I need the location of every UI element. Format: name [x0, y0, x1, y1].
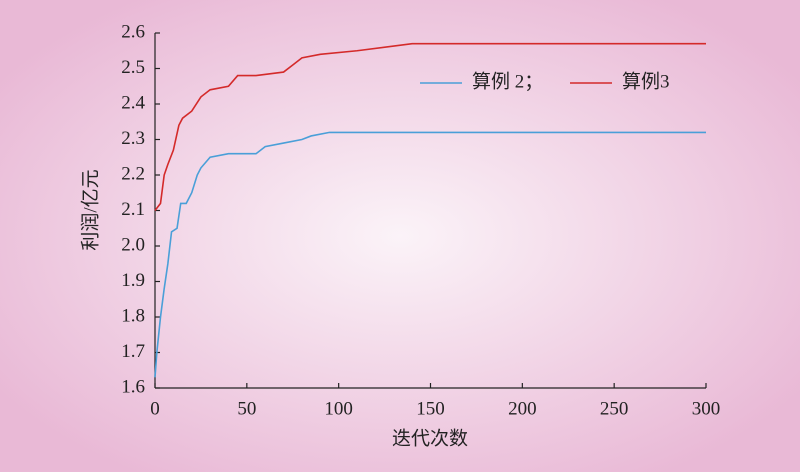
y-tick-label: 2.5	[121, 57, 145, 78]
y-tick-label: 2.4	[121, 92, 145, 113]
x-tick-label: 0	[150, 398, 160, 419]
series-line	[154, 131, 706, 378]
y-tick-label: 2.2	[121, 163, 145, 184]
y-tick-label: 1.8	[121, 305, 145, 326]
y-tick-label: 2.0	[121, 234, 145, 255]
x-axis-label: 迭代次数	[392, 427, 468, 449]
y-tick-label: 1.9	[121, 270, 145, 291]
y-tick-label: 1.6	[121, 376, 145, 397]
x-tick-label: 300	[692, 398, 721, 419]
y-tick-label: 2.3	[121, 128, 145, 149]
y-tick-label: 1.7	[121, 341, 145, 362]
y-tick-label: 2.6	[121, 21, 145, 42]
legend-label: 算例3	[622, 70, 670, 92]
x-tick-label: 150	[416, 398, 445, 419]
x-tick-label: 100	[324, 398, 353, 419]
y-axis-label: 利润/亿元	[79, 169, 101, 250]
x-tick-label: 200	[508, 398, 537, 419]
legend-label: 算例 2；	[472, 70, 543, 92]
x-tick-label: 250	[600, 398, 629, 419]
series-line	[154, 42, 706, 211]
x-tick-label: 50	[237, 398, 256, 419]
y-tick-label: 2.1	[121, 199, 145, 220]
